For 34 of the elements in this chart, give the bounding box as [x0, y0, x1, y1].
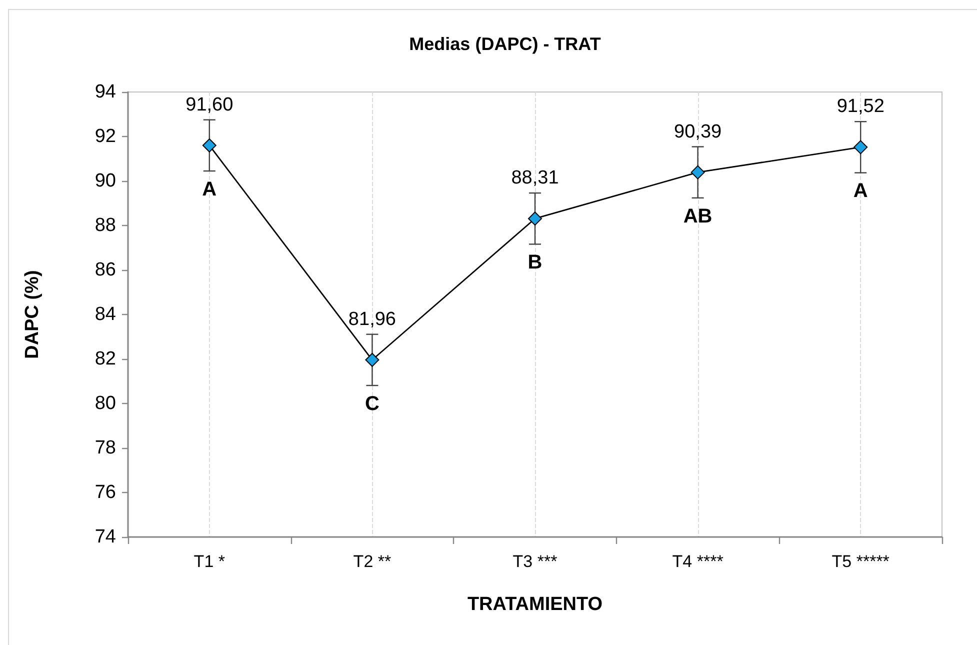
point [528, 212, 542, 226]
y-tick-label: 92 [94, 126, 116, 147]
x-axis-title: TRATAMIENTO [467, 594, 603, 615]
x-tick-label: T4 **** [672, 552, 724, 571]
annotation: C [364, 392, 380, 415]
y-tick-label: 86 [94, 260, 116, 280]
point [202, 138, 216, 152]
x-tick-label: T5 ***** [832, 552, 890, 571]
point [365, 352, 380, 367]
y-tick-label: 90 [94, 170, 116, 192]
point [690, 165, 705, 180]
y-tick-label: 80 [94, 393, 116, 414]
y-axis-title: DAPC (%) [22, 270, 43, 359]
y-tick-label: 78 [94, 438, 116, 458]
annotation: A [853, 180, 868, 202]
data-label: 90,39 [674, 121, 722, 142]
data-label: 91,60 [186, 94, 234, 116]
point [854, 140, 868, 154]
annotation: A [202, 178, 217, 200]
y-tick-label: 76 [94, 482, 116, 503]
y-tick-label: 88 [94, 215, 116, 236]
data-label: 91,52 [836, 96, 884, 118]
data-label: 81,96 [348, 308, 396, 330]
chart-title: Medias (DAPC) - TRAT [409, 34, 601, 54]
x-tick-label: T2 ** [353, 552, 392, 571]
y-tick-label: 74 [94, 526, 116, 548]
annotation: AB [683, 205, 712, 228]
annotation: B [528, 252, 542, 274]
y-tick-label: 84 [94, 304, 116, 325]
x-tick-label: T1 * [194, 552, 226, 571]
data-label: 88,31 [511, 168, 559, 189]
x-tick-label: T3 *** [512, 552, 558, 571]
y-tick-label: 94 [94, 82, 116, 102]
y-tick-label: 82 [94, 348, 116, 370]
